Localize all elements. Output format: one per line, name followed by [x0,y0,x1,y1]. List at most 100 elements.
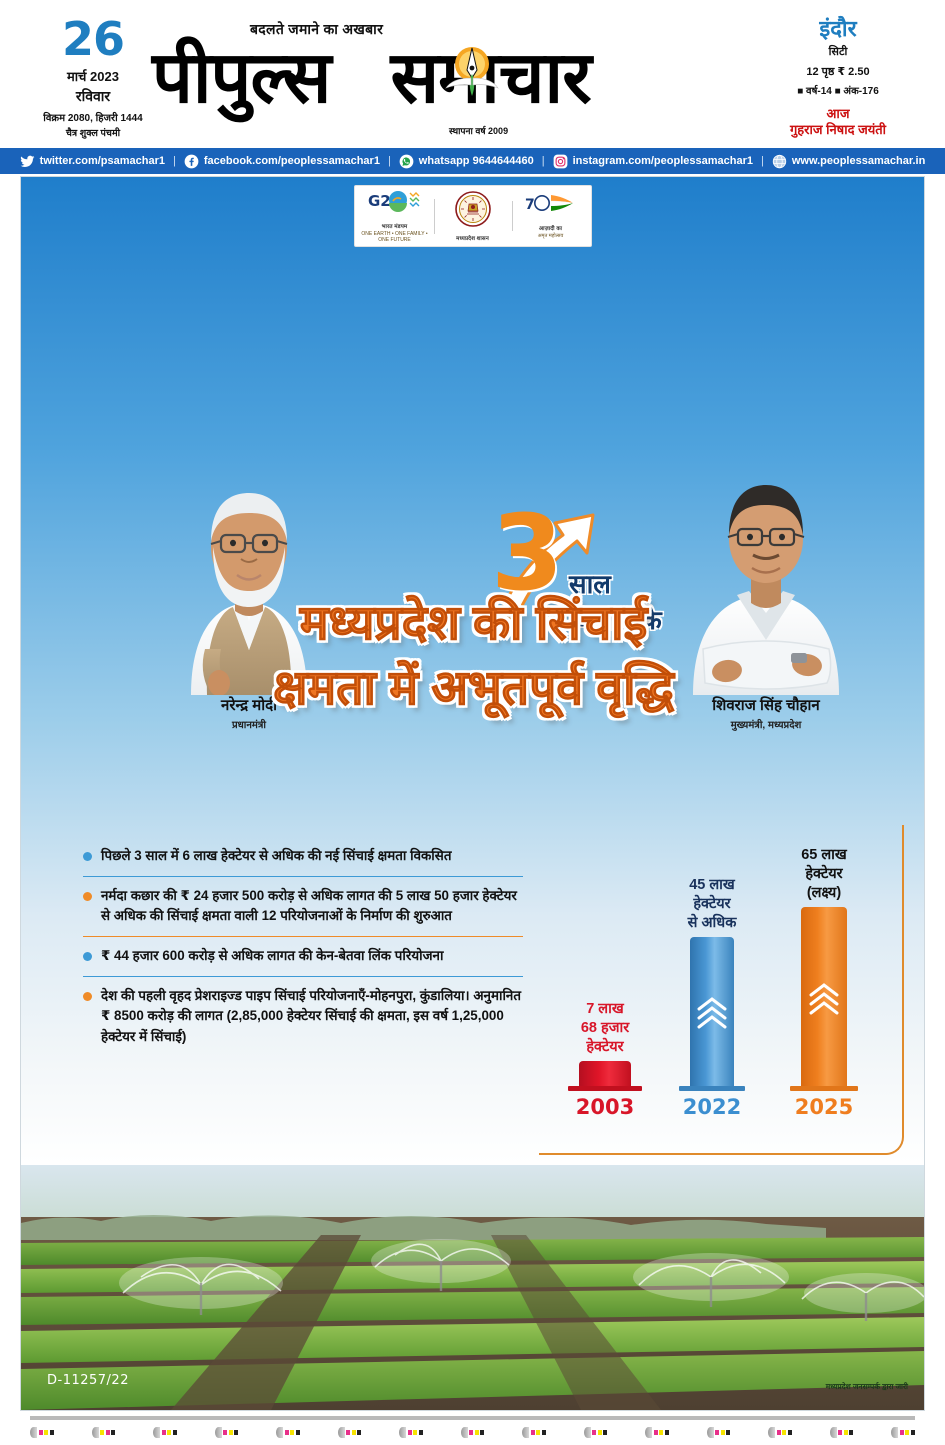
chevron-up-stack-icon [809,982,839,1015]
bar-label-line: (लक्ष्य) [806,885,842,902]
bar-group-2025: 65 लाख हेक्टेयर (लक्ष्य) [769,846,879,1119]
edition-block: इंदौर सिटी 12 पृष्ठ ₹ 2.50 ■ वर्ष-14 ■ अ… [753,18,923,139]
azadi-amrit-mahotsav-icon: 7 [525,195,573,213]
g20-logo-icon: G2 [368,191,419,212]
whatsapp-number: whatsapp 9644644460 [418,155,534,167]
color-mark [645,1425,669,1439]
bar-base-2022 [679,1086,745,1091]
portrait-shivraj-singh-chouhan [641,435,891,695]
color-mark [768,1425,792,1439]
color-mark [460,1425,485,1439]
bar-body-2003 [579,1061,631,1087]
chevron-up-stack-icon [697,997,727,1029]
masthead-logo-text: पीपुल्स समाचार [152,36,792,118]
bullet-dot-icon [83,991,92,1001]
field-photo-image [21,1165,924,1410]
irrigation-capacity-bar-chart: 7 लाख 68 हजार हेक्टेयर 2003 45 लाख [539,825,904,1155]
bar-label-line: से अधिक [687,915,737,932]
list-item: पिछले 3 साल में 6 लाख हेक्टेयर से अधिक क… [83,837,523,876]
social-separator: | [541,155,545,167]
document-id: D-11257/22 [47,1373,129,1388]
portrait-image-cm [693,485,839,695]
mp-emblem-cell: मध्यप्रदेश शासन [433,190,512,242]
color-mark [706,1425,731,1439]
headline-line-2: क्षमता में अभूतपूर्व वृद्धि [273,662,675,716]
color-mark [399,1425,423,1439]
bar-label-line: 45 लाख [689,877,735,894]
color-calibration-marks [30,1425,915,1439]
bar-2003 [568,1061,642,1091]
ad-headline: मध्यप्रदेश की सिंचाई क्षमता में अभूतपूर्… [21,593,924,720]
social-link-website[interactable]: www.peoplessamachar.in [772,154,925,169]
website-url: www.peoplessamachar.in [791,155,926,167]
bar-value-label-2003: 7 लाख 68 हजार हेक्टेयर [557,1000,653,1057]
social-separator: | [760,155,764,167]
ad-issuer: मध्यप्रदेश जनसम्पर्क द्वारा जारी [825,1382,908,1391]
government-logo-strip: G2 भारत मंडपम ONE EARTH • ONE FAMILY • O… [353,185,592,247]
list-item: देश की पहली वृहद प्रेशराइज्ड पाइप सिंचाई… [83,975,523,1057]
edition-volume-issue: ■ वर्ष-14 ■ अंक-176 [797,86,879,97]
portrait-narendra-modi [129,435,369,696]
bar-value-label-2022: 45 लाख हेक्टेयर से अधिक [659,876,765,933]
edition-city: इंदौर [819,16,857,41]
bullet-dot-icon [83,852,92,861]
leader-role-pm: प्रधानमंत्री [231,720,267,731]
social-link-facebook[interactable]: facebook.com/peoplessamachar1 [184,154,380,169]
pen-sunrise-emblem-icon [445,47,499,96]
amrit-caption: आज़ादी का [538,226,563,232]
social-separator: | [387,155,391,167]
three-years-of-development-logo: 3 साल विकास के [481,495,681,665]
bar-group-2022: 45 लाख हेक्टेयर से अधिक [659,876,765,1119]
bar-label-line: 65 लाख [801,847,847,864]
social-link-twitter[interactable]: twitter.com/psamachar1 [20,154,165,169]
bullet-text: पिछले 3 साल में 6 लाख हेक्टेयर से अधिक क… [101,848,452,863]
color-mark [276,1425,300,1439]
growth-arrow-icon [497,513,595,623]
bar-body-2025 [801,907,847,1087]
registration-rule [30,1416,915,1420]
instagram-icon [553,154,567,168]
bar-value-label-2025: 65 लाख हेक्टेयर (लक्ष्य) [769,846,879,903]
mp-government-emblem-icon [454,190,491,227]
list-item: ₹ 44 हजार 600 करोड़ से अधिक लागत की केन-… [83,935,523,976]
color-mark [522,1425,546,1439]
svg-text:G2: G2 [368,192,391,210]
facebook-icon [184,154,199,168]
bar-base-2025 [790,1086,858,1091]
g20-caption-secondary: ONE EARTH • ONE FAMILY • ONE FUTURE [361,231,428,243]
date-vikram-hijri: विक्रम 2080, हिजरी 1444 [43,112,143,124]
three-years-line2: विकास के [569,605,662,635]
bar-year-label-2003: 2003 [575,1095,635,1119]
svg-text:7: 7 [525,197,535,213]
bar-label-line: हेक्टेयर [586,1039,624,1056]
social-link-whatsapp[interactable]: whatsapp 9644644460 [399,154,534,169]
twitter-icon [20,155,35,167]
headline-line-1: मध्यप्रदेश की सिंचाई [299,596,648,650]
color-mark [30,1425,54,1439]
date-month-year: मार्च 2023 [67,68,119,84]
whatsapp-icon [399,154,414,168]
portrait-image-pm [191,493,307,696]
masthead-logo[interactable]: पीपुल्स समाचार स्थापना वर्ष 2009 [152,36,792,136]
g20-logo-cell: G2 भारत मंडपम ONE EARTH • ONE FAMILY • O… [356,189,434,243]
bar-year-label-2022: 2022 [682,1095,742,1119]
bullet-text: देश की पहली वृहद प्रेशराइज्ड पाइप सिंचाई… [101,987,521,1044]
bar-2025 [790,907,858,1091]
social-link-instagram[interactable]: instagram.com/peoplessamachar1 [553,154,753,169]
edition-pages-price: 12 पृष्ठ ₹ 2.50 [806,66,870,78]
edition-subtitle: सिटी [828,46,848,58]
date-weekday: रविवार [75,87,111,104]
date-block: 26 मार्च 2023 रविवार विक्रम 2080, हिजरी … [28,16,158,139]
mp-emblem-caption: मध्यप्रदेश शासन [456,235,489,242]
color-mark [891,1425,915,1439]
leader-name-cm: शिवराज सिंह चौहान [712,697,820,714]
three-years-number: 3 [491,492,564,614]
today-festival: गुहराज निषाद जयंती [789,122,887,138]
bullet-text: ₹ 44 हजार 600 करोड़ से अधिक लागत की केन-… [101,947,444,963]
masthead: 26 मार्च 2023 रविवार विक्रम 2080, हिजरी … [0,0,945,148]
color-mark [214,1425,239,1439]
bullet-dot-icon [83,951,92,961]
logo-word-samachar: समाचार [390,35,591,119]
government-advertisement: G2 भारत मंडपम ONE EARTH • ONE FAMILY • O… [20,176,925,1411]
